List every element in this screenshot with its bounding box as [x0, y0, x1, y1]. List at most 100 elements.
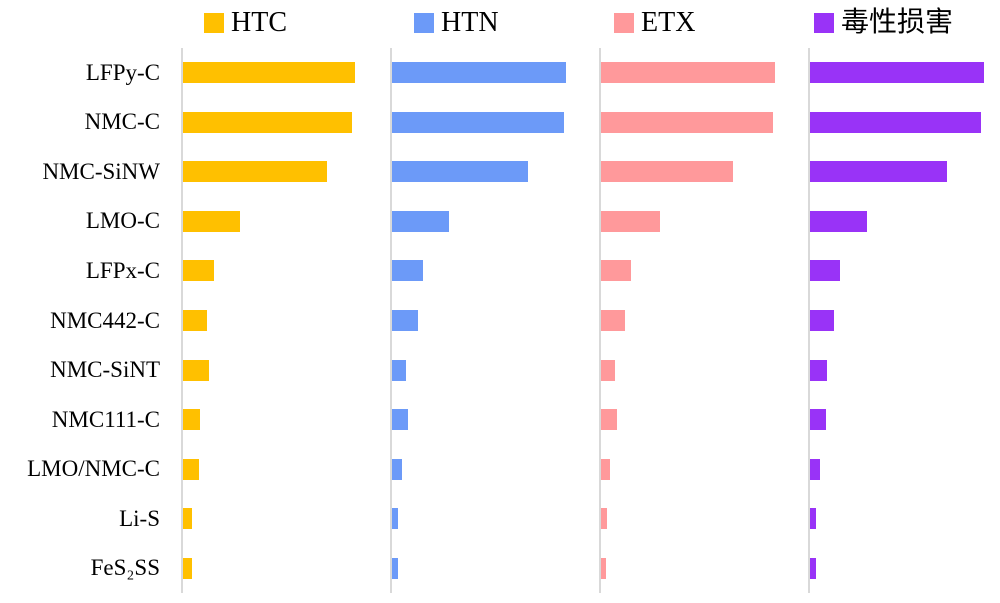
bar-row	[183, 345, 389, 395]
bar-row	[183, 395, 389, 445]
bar-row	[392, 147, 598, 197]
bar-row	[183, 147, 389, 197]
label-row: LFPx-C	[0, 246, 168, 296]
bar-row	[183, 543, 389, 593]
bar	[183, 508, 192, 530]
bar-row	[810, 494, 1000, 544]
bar-row	[392, 197, 598, 247]
category-axis: LFPy-C NMC-C NMC-SiNW LMO-C LFPx-C NMC442-C NM…	[0, 48, 168, 593]
bar-row	[183, 444, 389, 494]
bar	[601, 210, 661, 232]
category-label: NMC-SiNW	[42, 158, 160, 184]
bar-row	[183, 197, 389, 247]
bar	[392, 111, 565, 133]
label-row: LMO/NMC-C	[0, 444, 168, 494]
category-label: LMO/NMC-C	[27, 456, 160, 482]
bar	[810, 508, 817, 530]
label-row: NMC-SiNT	[0, 345, 168, 395]
bar-row	[810, 296, 1000, 346]
legend-label: 毒性损害	[841, 7, 954, 38]
legend-label: HTN	[441, 7, 499, 38]
bar-row	[392, 48, 598, 98]
bar	[810, 161, 948, 183]
bar	[183, 210, 241, 232]
category-label: NMC442-C	[50, 307, 160, 333]
bar-row	[392, 543, 598, 593]
bar-row	[810, 98, 1000, 148]
legend-item-2: HTN	[414, 7, 499, 39]
bar	[601, 310, 626, 331]
bar-row	[601, 345, 807, 395]
bar-row	[601, 48, 807, 98]
bar	[392, 210, 450, 232]
legend-item-4: 毒性损害	[814, 7, 953, 39]
bar	[392, 260, 424, 282]
legend-swatch-icon	[614, 13, 634, 33]
bar-row	[601, 197, 807, 247]
bar	[392, 359, 406, 381]
bar-row	[810, 197, 1000, 247]
bar-row	[601, 543, 807, 593]
panel-series-2	[390, 48, 598, 593]
bar-row	[601, 246, 807, 296]
category-label: NMC-SiNT	[50, 357, 160, 383]
bar	[183, 359, 210, 381]
bar-row	[392, 494, 598, 544]
category-label: LFPx-C	[85, 257, 160, 283]
legend-swatch-icon	[204, 13, 224, 33]
bar	[183, 557, 192, 579]
bar-row	[810, 345, 1000, 395]
panel-series-3	[599, 48, 807, 593]
bar	[392, 557, 399, 579]
legend-item-1: HTC	[204, 7, 287, 39]
bar	[392, 508, 399, 530]
bar	[601, 508, 608, 530]
bar-row	[392, 246, 598, 296]
bar-row	[392, 444, 598, 494]
category-label: FeS₂SS	[90, 555, 160, 581]
bar	[392, 161, 528, 183]
bar	[810, 458, 821, 480]
bar	[183, 161, 328, 183]
bar	[810, 359, 828, 381]
bar	[183, 409, 201, 431]
bar	[183, 458, 199, 480]
bar	[392, 310, 419, 331]
bar-row	[601, 98, 807, 148]
bar-row	[810, 395, 1000, 445]
bar-row	[601, 395, 807, 445]
bar-row	[810, 48, 1000, 98]
bar	[810, 111, 981, 133]
label-row: NMC442-C	[0, 296, 168, 346]
bar	[810, 62, 984, 84]
category-label: NMC111-C	[51, 406, 160, 432]
panel-series-1	[181, 48, 389, 593]
bar-row	[601, 147, 807, 197]
bar-row	[392, 98, 598, 148]
bar	[601, 111, 774, 133]
bar	[601, 161, 734, 183]
bar-row	[183, 98, 389, 148]
bar	[183, 260, 215, 282]
bar	[810, 557, 817, 579]
bar-row	[183, 48, 389, 98]
bar	[392, 409, 408, 431]
bar	[183, 310, 208, 331]
legend-label: ETX	[641, 7, 696, 38]
category-label: Li-S	[119, 505, 160, 531]
bar-row	[183, 296, 389, 346]
label-row: Li-S	[0, 494, 168, 544]
bar	[601, 458, 610, 480]
label-row: LMO-C	[0, 197, 168, 247]
bar	[392, 458, 403, 480]
bar-row	[392, 296, 598, 346]
label-row: NMC-SiNW	[0, 147, 168, 197]
category-label: NMC-C	[84, 109, 160, 135]
bar	[601, 359, 615, 381]
bar-row	[601, 296, 807, 346]
label-row: LFPy-C	[0, 48, 168, 98]
bar	[601, 557, 607, 579]
bar	[601, 62, 775, 84]
bar-row	[601, 444, 807, 494]
bar	[810, 310, 835, 331]
